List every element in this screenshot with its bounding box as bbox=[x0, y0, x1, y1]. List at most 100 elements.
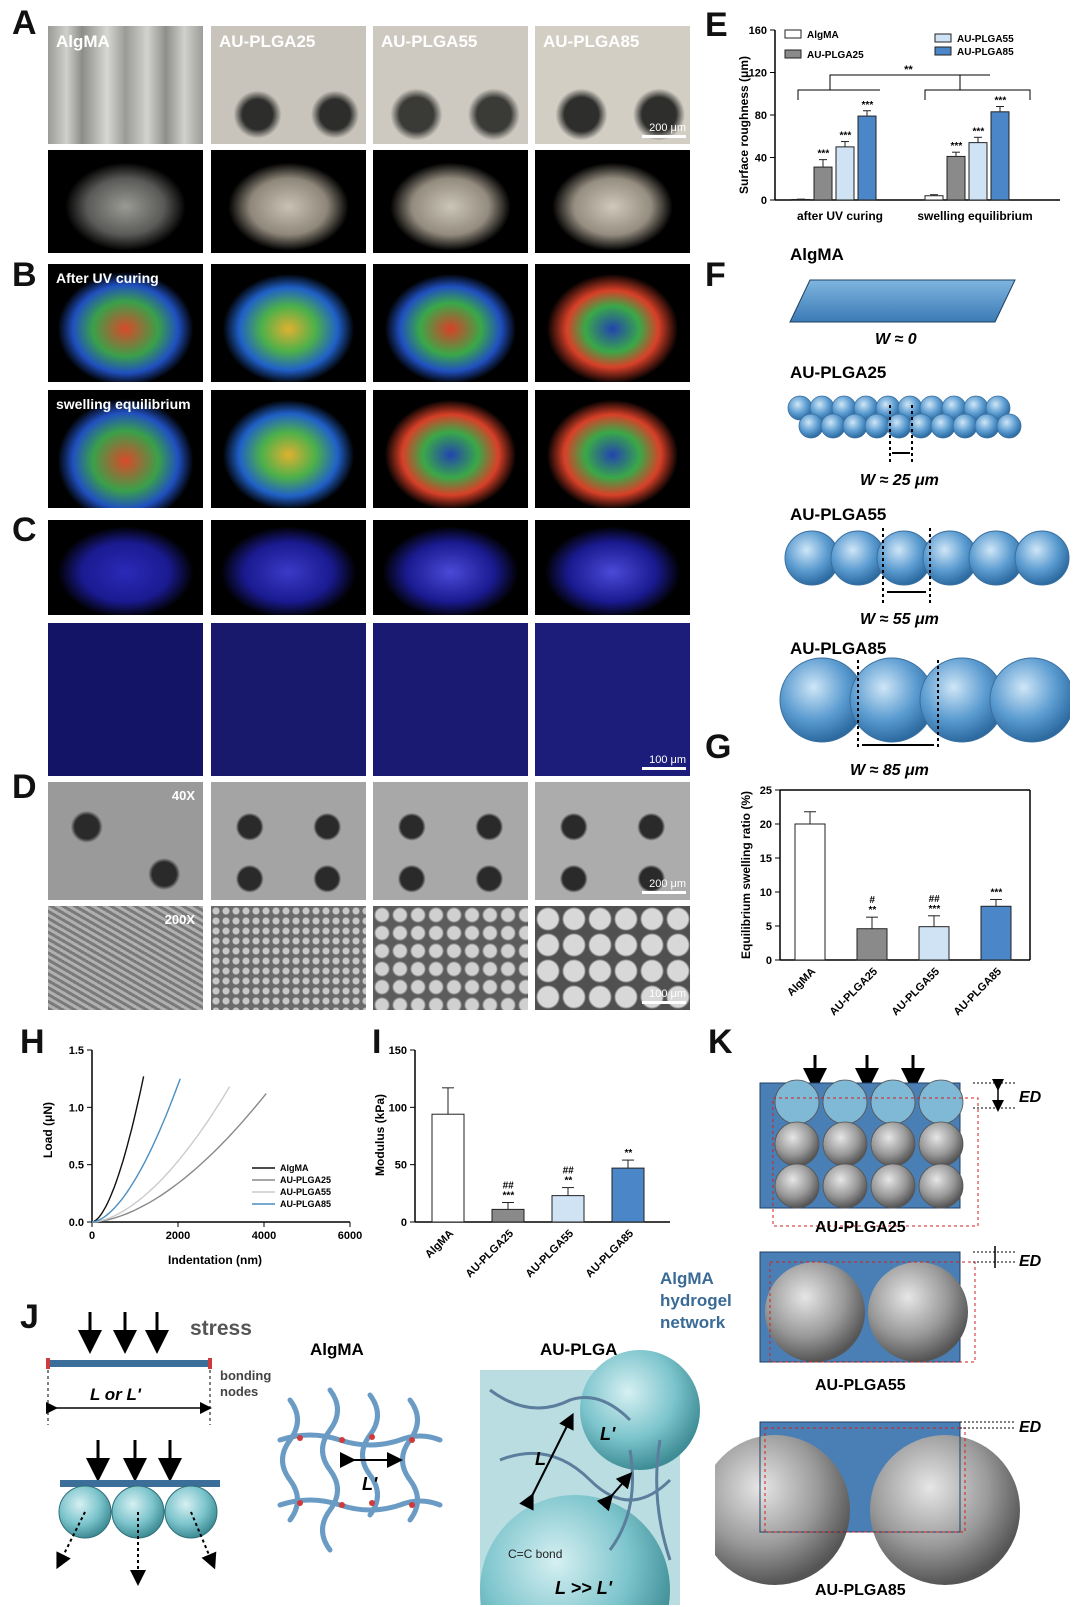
j-algma-network bbox=[277, 1387, 443, 1553]
b-swell-plga25 bbox=[211, 390, 366, 508]
c-flat-plga55 bbox=[373, 623, 528, 776]
y-tick-label: 80 bbox=[755, 110, 767, 122]
f-sphere-large bbox=[989, 657, 1070, 743]
c-3d-plga55 bbox=[373, 520, 528, 615]
y-tick-label: 5 bbox=[766, 921, 772, 933]
x-tick-label: 0 bbox=[89, 1230, 95, 1242]
j-bar-bottom bbox=[60, 1480, 220, 1487]
c-flat-plga25 bbox=[211, 623, 366, 776]
e-legend-swatch bbox=[784, 49, 802, 59]
e-bar bbox=[813, 166, 833, 201]
chart-g-swelling: Equilibrium swelling ratio (%) 0 5 10 15 20 2… bbox=[739, 785, 1031, 1019]
g-category-label: AlgMA bbox=[785, 966, 818, 999]
c-3d-plga85 bbox=[535, 520, 690, 615]
d-low-algma: 40X bbox=[48, 782, 203, 900]
k25-sphere bbox=[822, 1121, 868, 1167]
a-3d-plga55 bbox=[373, 150, 528, 253]
e-bar bbox=[990, 111, 1010, 201]
k25-sphere bbox=[822, 1163, 868, 1209]
e-sig-label: *** bbox=[861, 100, 874, 111]
f-w-plga55: W ≈ 55 μm bbox=[860, 611, 939, 628]
c-scale-bar: 100 μm bbox=[642, 754, 686, 770]
a-3d-plga25 bbox=[211, 150, 366, 253]
a-label-plga25: AU-PLGA25 bbox=[219, 32, 316, 51]
g-sig-label: ## bbox=[928, 894, 940, 905]
j-auplga-sphere-bottom bbox=[480, 1495, 670, 1605]
j-node-left bbox=[46, 1358, 50, 1369]
d-low-plga25 bbox=[211, 782, 366, 900]
panel-label-j: J bbox=[20, 1298, 39, 1336]
k-plga85-ed-label: ED bbox=[1019, 1419, 1042, 1436]
y-tick-label: 0.5 bbox=[69, 1160, 84, 1172]
f-sphere-small bbox=[864, 413, 890, 439]
j-algma-title: AlgMA bbox=[310, 1340, 364, 1359]
panel-label-i: I bbox=[372, 1023, 382, 1061]
a-3d-plga85 bbox=[535, 150, 690, 253]
d-scale-bar-low: 200 μm bbox=[642, 878, 686, 894]
j-auplga-lprime: L' bbox=[600, 1424, 616, 1444]
c-flat-algma bbox=[48, 623, 203, 776]
e-legend-swatch bbox=[784, 29, 802, 39]
e-sig-label: *** bbox=[972, 126, 985, 137]
e-bar bbox=[924, 195, 944, 201]
y-tick-label: 0.0 bbox=[69, 1217, 84, 1229]
g-sig-label: ** bbox=[868, 905, 877, 916]
j-dotted-arrows bbox=[56, 1511, 217, 1586]
panel-label-c: C bbox=[12, 511, 37, 549]
h-legend-label: AlgMA bbox=[280, 1163, 309, 1173]
y-tick-label: 0 bbox=[766, 955, 772, 967]
h-line bbox=[91, 1093, 267, 1223]
f-sphere-small bbox=[842, 413, 868, 439]
k25-sphere bbox=[774, 1163, 820, 1209]
k-network-label-line1: AlgMA bbox=[660, 1269, 714, 1288]
g-category-label: AU-PLGA85 bbox=[952, 966, 1005, 1019]
g-axis: 0 5 10 15 20 25 bbox=[760, 785, 1031, 967]
j-nodes-label: nodes bbox=[220, 1384, 258, 1399]
a-3d-algma bbox=[48, 150, 203, 253]
k-plga55-sphere-1 bbox=[765, 1262, 865, 1362]
i-bar bbox=[431, 1113, 465, 1223]
a-label-algma: AlgMA bbox=[56, 32, 110, 51]
y-tick-label: 1.0 bbox=[69, 1102, 84, 1114]
k-arrows bbox=[803, 1055, 925, 1092]
y-tick-label: 20 bbox=[760, 819, 772, 831]
e-axis: 0 40 80 120 160 bbox=[749, 25, 1060, 207]
j-length-label: L or L' bbox=[90, 1385, 142, 1404]
a-photo-algma: AlgMA bbox=[48, 26, 203, 144]
h-line bbox=[91, 1076, 145, 1223]
f-title-plga85: AU-PLGA85 bbox=[790, 639, 886, 658]
f-title-algma: AlgMA bbox=[790, 245, 844, 264]
h-legend-label: AU-PLGA85 bbox=[280, 1199, 331, 1209]
y-tick-label: 120 bbox=[749, 68, 767, 80]
x-tick-label: 6000 bbox=[338, 1230, 362, 1242]
d-label-200x: 200X bbox=[164, 912, 195, 927]
b-uv-plga85 bbox=[535, 264, 690, 382]
k-plga55-title: AU-PLGA55 bbox=[815, 1377, 906, 1394]
e-bar bbox=[835, 146, 855, 201]
y-tick-label: 50 bbox=[395, 1160, 407, 1172]
e-group-label-uv: after UV curing bbox=[797, 209, 883, 223]
i-ylabel: Modulus (kPa) bbox=[373, 1094, 387, 1176]
f-w-algma: W ≈ 0 bbox=[875, 331, 917, 348]
i-bar bbox=[551, 1195, 585, 1223]
j-algma-nodes bbox=[297, 1434, 415, 1508]
panel-label-e: E bbox=[705, 6, 728, 44]
k25-sphere bbox=[870, 1079, 916, 1125]
d-label-40x: 40X bbox=[171, 788, 195, 803]
a-photo-plga25: AU-PLGA25 bbox=[211, 26, 366, 144]
j-auplga-title: AU-PLGA bbox=[540, 1340, 617, 1359]
e-sig-label: *** bbox=[817, 149, 830, 160]
y-tick-label: 0 bbox=[401, 1217, 407, 1229]
h-line bbox=[91, 1086, 231, 1223]
b-label-swell: swelling equilibrium bbox=[56, 396, 191, 412]
k-plga55-dashed-box bbox=[769, 1261, 976, 1363]
e-sig-label: *** bbox=[839, 131, 852, 142]
k-plga85-dashed-box bbox=[764, 1427, 966, 1533]
e-bracket bbox=[797, 74, 1031, 100]
i-bar bbox=[611, 1167, 645, 1223]
panel-label-a: A bbox=[12, 4, 37, 42]
h-axis: 0.0 0.5 1.0 1.5 0 2000 4000 6000 bbox=[69, 1045, 363, 1242]
d-scale-bar-high: 100 μm bbox=[642, 988, 686, 1004]
panel-label-b: B bbox=[12, 256, 37, 294]
